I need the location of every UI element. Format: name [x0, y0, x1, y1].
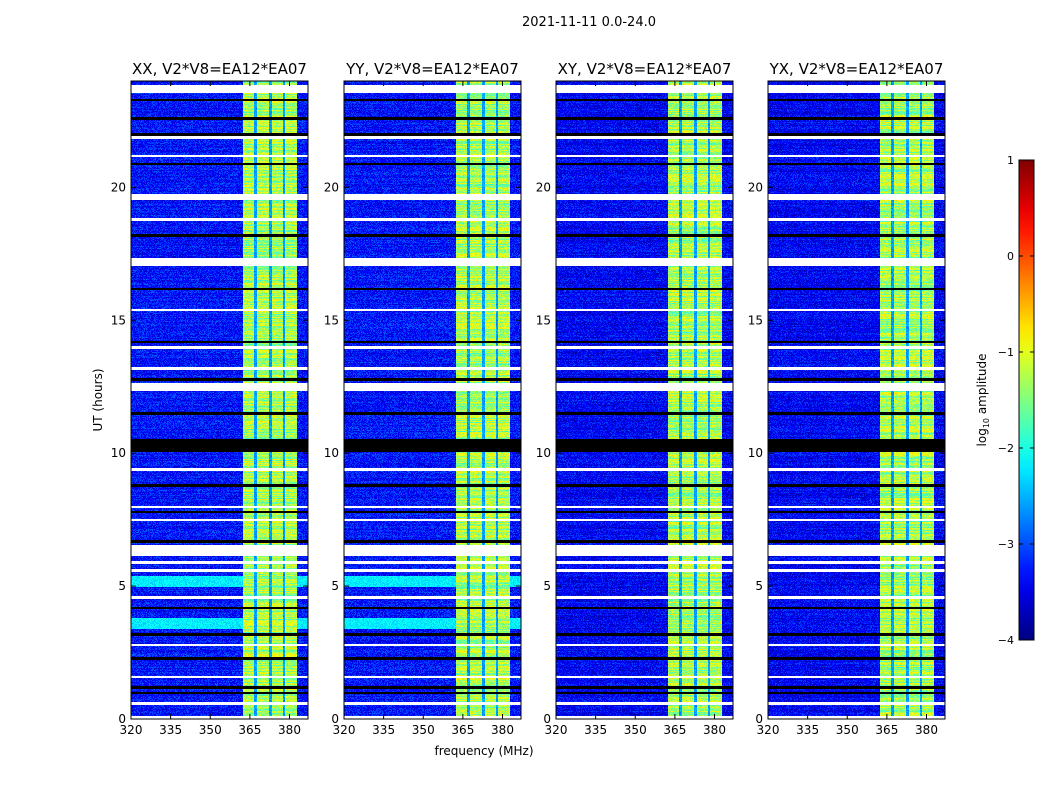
- panel-frame-3: [767, 80, 946, 720]
- colorbar-tick-label: −4: [998, 634, 1014, 647]
- panel-frame-1: [343, 80, 522, 720]
- colorbar-label-rest: amplitude: [975, 354, 989, 418]
- x-tick-label: 335: [584, 723, 607, 737]
- colorbar-label: log10 amplitude: [975, 354, 991, 447]
- x-tick-label: 320: [333, 723, 356, 737]
- y-tick-label: 15: [111, 313, 126, 327]
- x-tick-label: 350: [199, 723, 222, 737]
- x-tick-label: 335: [796, 723, 819, 737]
- y-tick-label: 10: [748, 446, 763, 460]
- panel-frame-0: [130, 80, 309, 720]
- colorbar-tick-label: −3: [998, 538, 1014, 551]
- y-tick-label: 15: [536, 313, 551, 327]
- y-tick-label: 20: [111, 180, 126, 194]
- panel-title-1: YY, V2*V8=EA12*EA07: [345, 60, 519, 78]
- x-tick-label: 320: [545, 723, 568, 737]
- panel-title-0: XX, V2*V8=EA12*EA07: [132, 60, 307, 78]
- x-tick-label: 380: [278, 723, 301, 737]
- x-tick-label: 335: [159, 723, 182, 737]
- y-tick-label: 0: [331, 712, 339, 726]
- figure-title: 2021-11-11 0.0-24.0: [522, 15, 656, 30]
- y-tick-label: 5: [543, 579, 551, 593]
- y-tick-label: 20: [324, 180, 339, 194]
- x-axis-label: frequency (MHz): [434, 744, 533, 758]
- x-tick-label: 320: [757, 723, 780, 737]
- colorbar-tick-label: 1: [1007, 154, 1014, 167]
- y-tick-label: 20: [748, 180, 763, 194]
- panel-title-3: YX, V2*V8=EA12*EA07: [769, 60, 944, 78]
- y-tick-label: 10: [111, 446, 126, 460]
- y-tick-label: 5: [331, 579, 339, 593]
- x-tick-label: 380: [703, 723, 726, 737]
- y-tick-label: 0: [118, 712, 126, 726]
- x-tick-label: 365: [875, 723, 898, 737]
- colorbar-tick-label: −1: [998, 346, 1014, 359]
- y-tick-label: 20: [536, 180, 551, 194]
- colorbar-tick-label: 0: [1007, 250, 1014, 263]
- colorbar-tick-label: −2: [998, 442, 1014, 455]
- x-tick-label: 335: [372, 723, 395, 737]
- y-tick-label: 10: [324, 446, 339, 460]
- colorbar-label-sub: 10: [982, 418, 991, 428]
- x-tick-label: 365: [451, 723, 474, 737]
- colorbar-label-log: log: [975, 428, 989, 446]
- panel-frame-2: [555, 80, 734, 720]
- y-tick-label: 10: [536, 446, 551, 460]
- waterfall-heatmap-2: [556, 81, 733, 719]
- x-tick-label: 380: [491, 723, 514, 737]
- x-tick-label: 365: [663, 723, 686, 737]
- x-tick-label: 380: [915, 723, 938, 737]
- panel-title-2: XY, V2*V8=EA12*EA07: [558, 60, 732, 78]
- waterfall-heatmap-0: [131, 81, 308, 719]
- y-tick-label: 0: [543, 712, 551, 726]
- y-tick-label: 5: [755, 579, 763, 593]
- y-tick-label: 15: [324, 313, 339, 327]
- colorbar: [1018, 159, 1035, 641]
- waterfall-heatmap-3: [768, 81, 945, 719]
- x-tick-label: 350: [412, 723, 435, 737]
- x-tick-label: 365: [238, 723, 261, 737]
- y-tick-label: 5: [118, 579, 126, 593]
- waterfall-heatmap-1: [344, 81, 521, 719]
- x-tick-label: 350: [836, 723, 859, 737]
- x-tick-label: 320: [120, 723, 143, 737]
- x-tick-label: 350: [624, 723, 647, 737]
- y-tick-label: 15: [748, 313, 763, 327]
- y-axis-label: UT (hours): [91, 368, 105, 431]
- y-tick-label: 0: [755, 712, 763, 726]
